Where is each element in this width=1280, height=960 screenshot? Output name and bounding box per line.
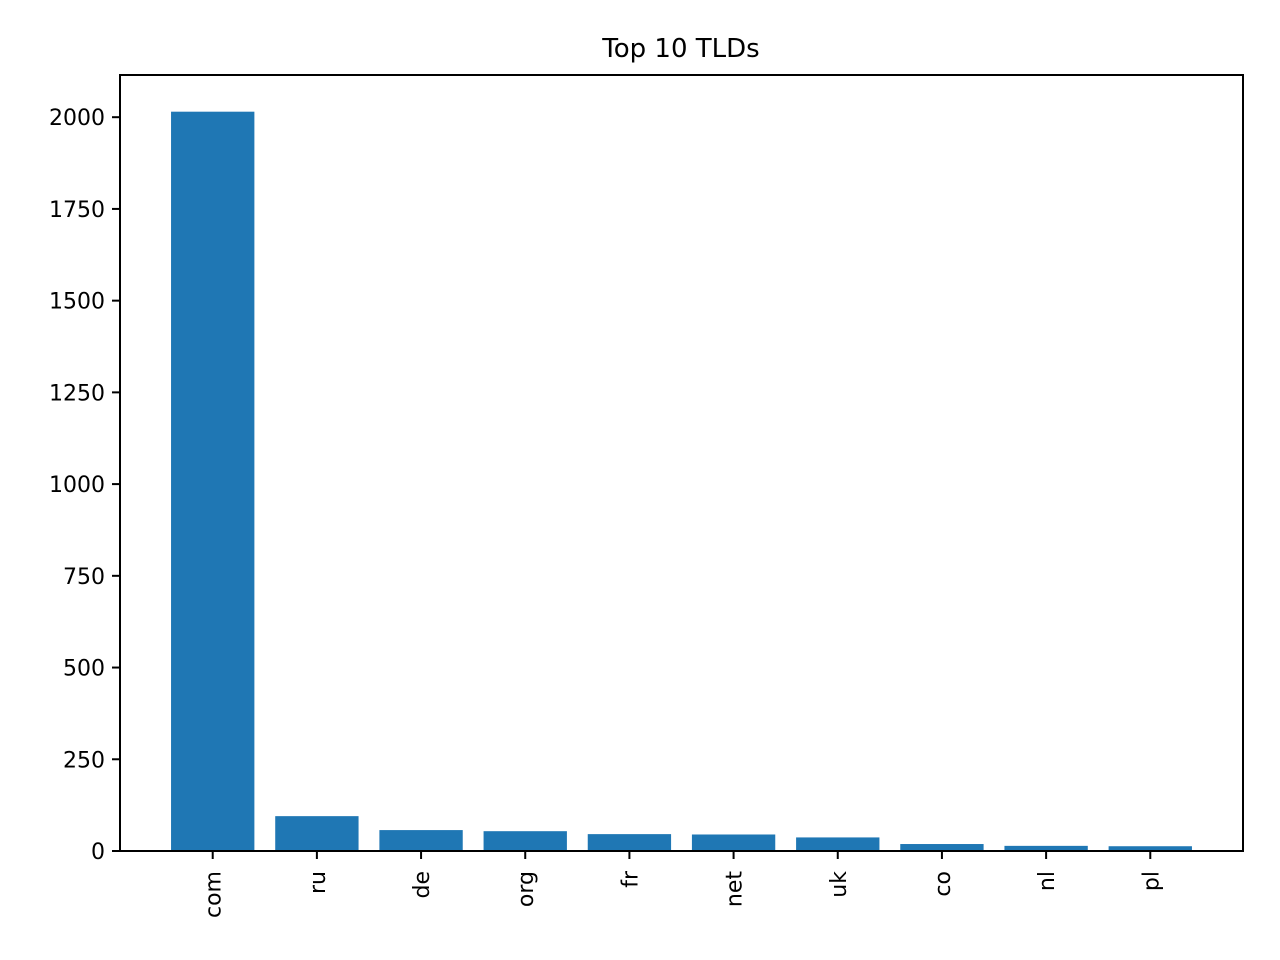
chart-title: Top 10 TLDs <box>601 34 759 64</box>
x-axis: com ru de org fr net uk co nl pl <box>202 851 1164 918</box>
x-tick-label-com: com <box>202 871 227 918</box>
x-tick-label-nl: nl <box>1035 871 1060 891</box>
bar-nl <box>1004 845 1088 851</box>
y-tick-label: 750 <box>63 565 105 590</box>
plot-frame <box>119 74 1244 852</box>
x-tick-label-net: net <box>723 871 748 907</box>
x-tick-label-uk: uk <box>827 871 852 898</box>
bar-ru <box>275 816 359 851</box>
bar-co <box>900 844 984 851</box>
y-tick-label: 1000 <box>49 473 105 498</box>
y-tick-label: 1500 <box>49 290 105 315</box>
bars-group <box>171 111 1192 851</box>
bar-de <box>379 830 463 851</box>
bar-com <box>171 111 255 851</box>
y-axis: 0 250 500 750 1000 1250 1500 1750 2000 <box>49 106 120 865</box>
x-tick-label-fr: fr <box>618 870 643 888</box>
bar-org <box>483 831 567 851</box>
x-tick-label-ru: ru <box>306 871 331 894</box>
y-tick-label: 250 <box>63 748 105 773</box>
x-tick-label-pl: pl <box>1139 871 1164 891</box>
x-tick-label-de: de <box>410 871 435 899</box>
y-tick-label: 0 <box>91 840 105 865</box>
y-tick-label: 1750 <box>49 198 105 223</box>
bar-uk <box>796 837 880 851</box>
y-tick-label: 1250 <box>49 381 105 406</box>
y-tick-label: 2000 <box>49 106 105 131</box>
bar-net <box>691 834 776 851</box>
bar-fr <box>587 834 672 851</box>
y-tick-label: 500 <box>63 657 105 682</box>
bar-pl <box>1108 846 1192 851</box>
x-tick-label-co: co <box>931 871 956 897</box>
x-tick-label-org: org <box>514 871 539 907</box>
